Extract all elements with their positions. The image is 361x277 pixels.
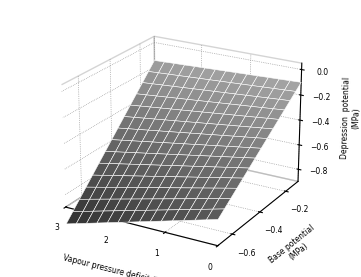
Y-axis label: Base potential
(MPa): Base potential (MPa) — [267, 223, 323, 273]
X-axis label: Vapour pressure deficit (kPa): Vapour pressure deficit (kPa) — [62, 253, 172, 277]
